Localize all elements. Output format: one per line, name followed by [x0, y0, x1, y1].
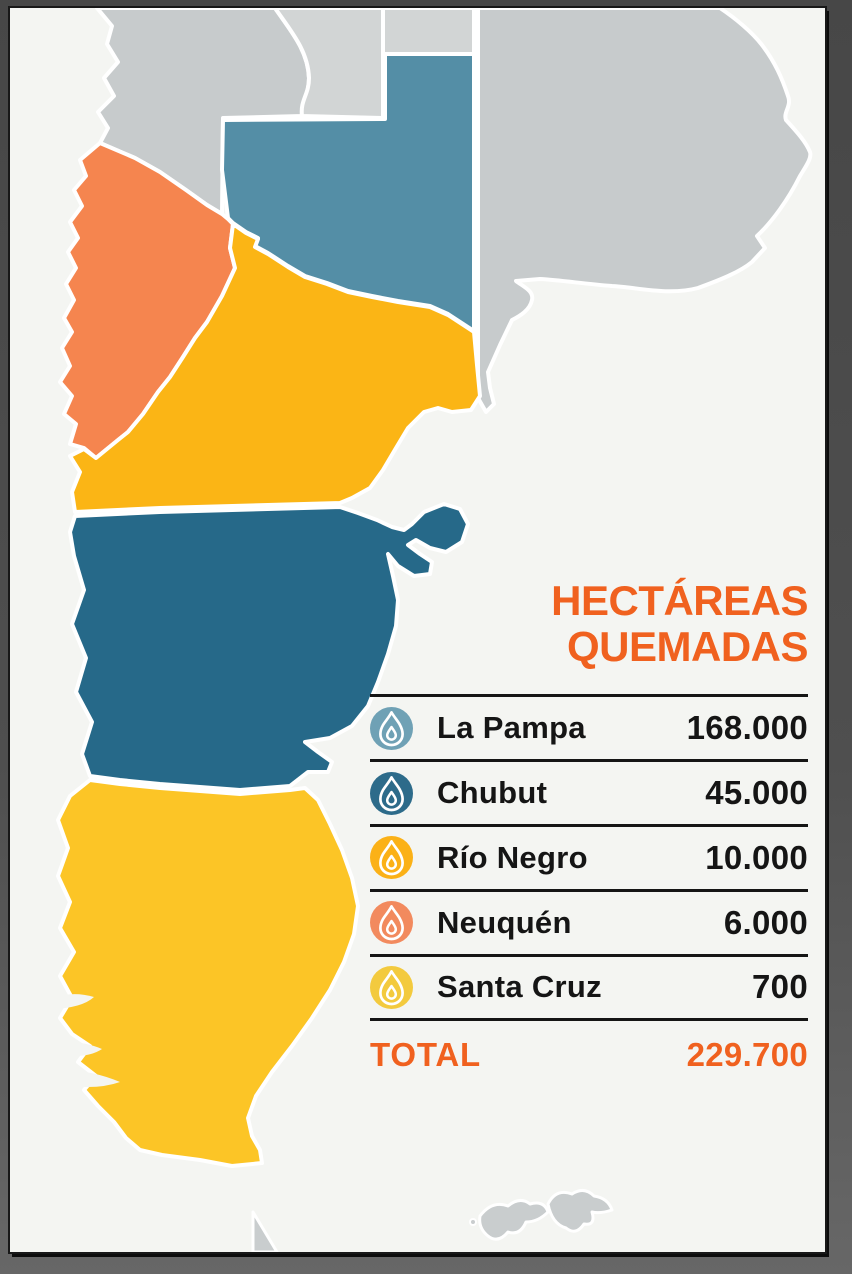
map-island-west-falkland: [478, 1199, 550, 1241]
table-row-chubut: Chubut 45.000: [370, 759, 808, 824]
table-row-la-pampa: La Pampa 168.000: [370, 694, 808, 759]
table-row-neuquen: Neuquén 6.000: [370, 888, 808, 954]
table-row-santa-cruz: Santa Cruz 700: [370, 953, 808, 1019]
fire-icon: [370, 836, 413, 880]
fire-icon: [370, 965, 413, 1009]
map-region-tierra-del-fuego-tip: [251, 1210, 279, 1252]
province-label: La Pampa: [437, 710, 586, 746]
table-row-rio-negro: Río Negro 10.000: [370, 823, 808, 889]
map-lake-buenos-aires: [48, 994, 94, 1009]
map-region-cordoba: [381, 8, 476, 56]
province-value: 168.000: [686, 709, 808, 747]
map-lake-viedma: [46, 1041, 102, 1057]
map-islet-dot: [469, 1218, 477, 1226]
map-region-san-luis: [273, 8, 385, 120]
province-value: 6.000: [723, 903, 808, 941]
map-lake-argentino: [44, 1070, 120, 1087]
page-title: HECTÁREAS QUEMADAS: [370, 577, 809, 671]
fire-icon: [370, 706, 413, 750]
title-line-1: HECTÁREAS: [551, 577, 808, 624]
province-value: 10.000: [705, 838, 808, 876]
argentina-patagonia-map: [44, 8, 813, 1252]
province-label: Neuquén: [437, 904, 572, 940]
province-label: Santa Cruz: [437, 969, 602, 1005]
map-region-rio-negro: [68, 222, 482, 514]
hectares-table: La Pampa 168.000 Chubut 45.000: [370, 694, 808, 1088]
total-label: TOTAL: [370, 1035, 481, 1073]
map-region-santa-cruz: [56, 778, 360, 1168]
infographic-card: HECTÁREAS QUEMADAS La Pampa 168.000: [10, 8, 825, 1252]
fire-icon: [370, 901, 413, 945]
total-value: 229.700: [686, 1035, 808, 1073]
map-region-chubut: [68, 502, 470, 792]
province-value: 700: [752, 968, 808, 1006]
province-value: 45.000: [705, 774, 808, 812]
map-island-east-falkland: [546, 1189, 614, 1233]
data-panel: HECTÁREAS QUEMADAS La Pampa 168.000: [370, 577, 809, 1088]
province-label: Río Negro: [437, 839, 588, 875]
table-row-total: TOTAL 229.700: [370, 1018, 808, 1088]
fire-icon: [370, 771, 413, 815]
title-line-2: QUEMADAS: [566, 623, 809, 671]
province-label: Chubut: [437, 775, 548, 811]
map-region-buenos-aires: [476, 8, 813, 414]
